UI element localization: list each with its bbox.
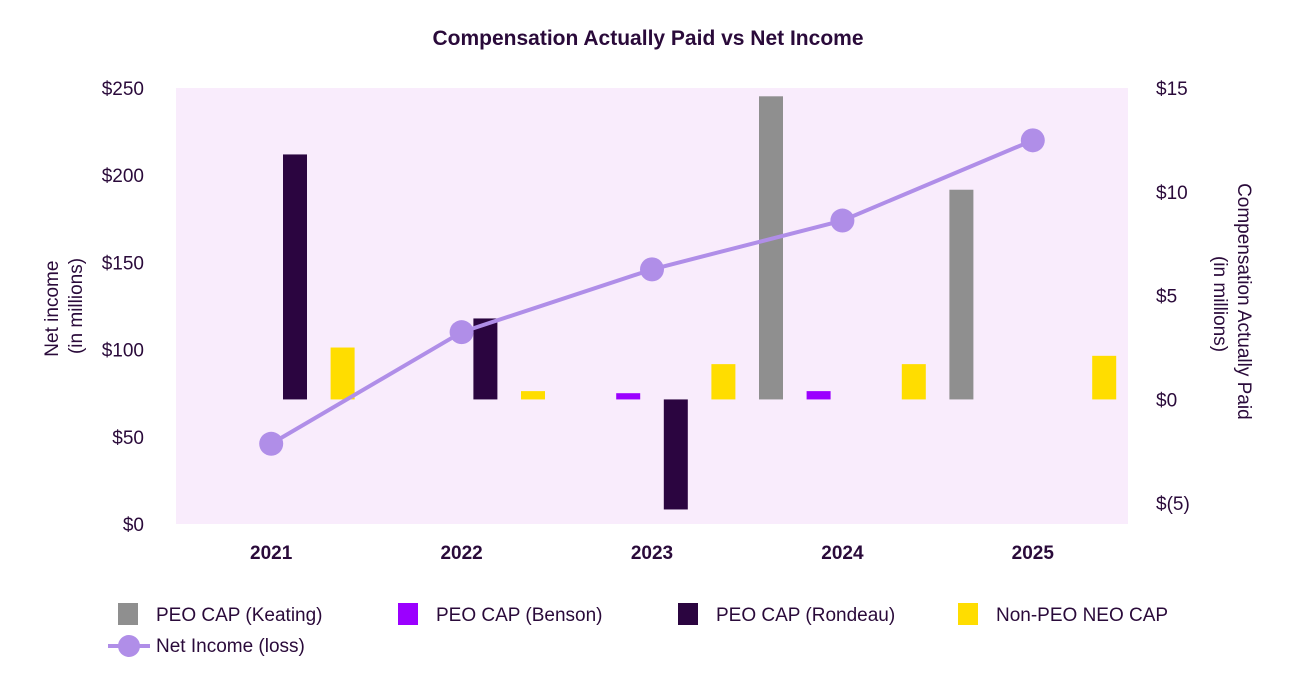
legend-swatch-peo-cap-benson <box>398 603 418 625</box>
right-axis: $(5) $0 $5 $10 $15 <box>1156 79 1190 515</box>
right-tick-label: $0 <box>1156 390 1177 411</box>
bar-peo-cap-rondeau-2022 <box>473 318 498 400</box>
net-income-point-2023 <box>640 257 664 282</box>
plot-area <box>176 88 1128 524</box>
left-tick-label: $150 <box>102 253 144 274</box>
legend-label: PEO CAP (Rondeau) <box>716 605 895 626</box>
legend-label: PEO CAP (Keating) <box>156 605 323 626</box>
x-axis: 2021 2022 2023 2024 2025 <box>250 543 1054 564</box>
right-tick-label: $5 <box>1156 287 1177 308</box>
left-axis-label: Net income (in millions) <box>42 255 87 356</box>
legend-label: PEO CAP (Benson) <box>436 605 603 626</box>
x-tick-label: 2024 <box>821 543 864 564</box>
legend: PEO CAP (Keating) PEO CAP (Benson) PEO CAP… <box>108 603 1168 657</box>
left-axis: $0 $50 $100 $150 $200 $250 <box>102 79 144 536</box>
legend-label: Net Income (loss) <box>156 636 305 657</box>
bar-non-peo-neo-cap-2024 <box>901 364 926 400</box>
right-tick-label: $15 <box>1156 79 1188 100</box>
x-tick-label: 2022 <box>440 543 482 564</box>
bar-peo-cap-benson-2024 <box>806 391 831 400</box>
left-tick-label: $200 <box>102 166 144 187</box>
legend-swatch-peo-cap-rondeau <box>678 603 698 625</box>
line-layer <box>259 128 1045 456</box>
legend-swatch-peo-cap-keating <box>118 603 138 625</box>
bar-non-peo-neo-cap-2023 <box>711 364 736 400</box>
left-tick-label: $100 <box>102 341 144 362</box>
right-axis-label: Compensation Actually Paid (in millions) <box>1209 183 1254 425</box>
bar-non-peo-neo-cap-2022 <box>521 391 545 400</box>
net-income-point-2025 <box>1020 128 1045 153</box>
net-income-point-2022 <box>449 320 474 345</box>
bar-non-peo-neo-cap-2021 <box>330 347 355 400</box>
bar-peo-cap-rondeau-2021 <box>283 154 307 400</box>
left-tick-label: $50 <box>112 428 144 449</box>
right-tick-label: $(5) <box>1156 494 1190 515</box>
left-tick-label: $250 <box>102 79 144 100</box>
bar-peo-cap-keating-2025 <box>949 189 974 400</box>
net-income-point-2024 <box>830 208 855 233</box>
bar-non-peo-neo-cap-2025 <box>1092 355 1117 400</box>
legend-label: Non-PEO NEO CAP <box>996 605 1168 626</box>
legend-swatch-non-peo-neo-cap <box>958 603 978 625</box>
bars-layer <box>283 96 1117 510</box>
legend-marker-swatch <box>118 635 140 657</box>
bar-peo-cap-rondeau-2023 <box>663 399 688 510</box>
bar-peo-cap-benson-2023 <box>616 393 641 400</box>
right-tick-label: $10 <box>1156 183 1188 204</box>
chart-title: Compensation Actually Paid vs Net Income <box>433 27 864 50</box>
bar-peo-cap-keating-2024 <box>759 96 783 400</box>
x-tick-label: 2025 <box>1012 543 1055 564</box>
x-tick-label: 2021 <box>250 543 293 564</box>
left-tick-label: $0 <box>123 515 144 536</box>
net-income-point-2021 <box>259 431 284 456</box>
x-tick-label: 2023 <box>631 543 673 564</box>
